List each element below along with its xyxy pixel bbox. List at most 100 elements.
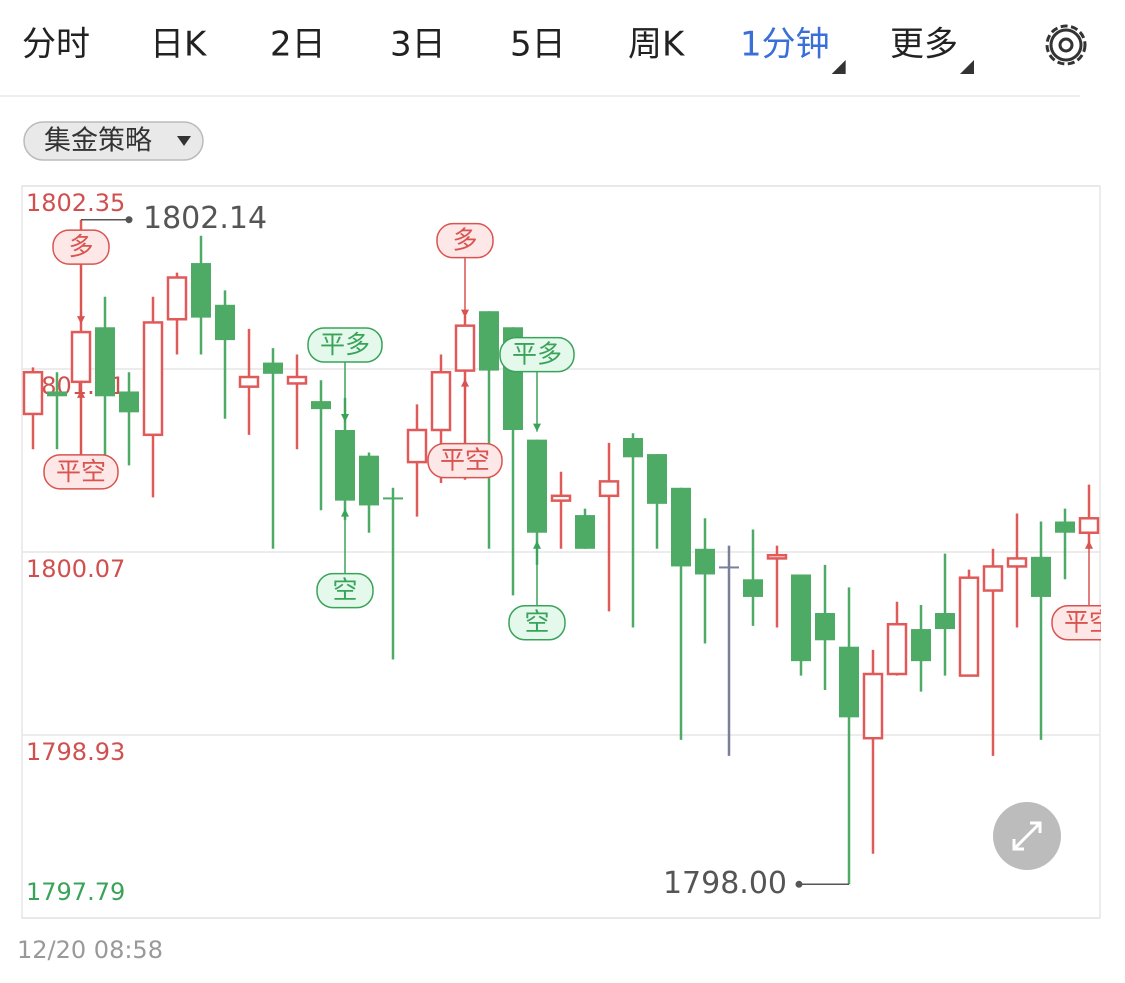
candle (95, 296, 115, 466)
expand-button[interactable] (993, 802, 1061, 870)
signal-bubble (499, 336, 575, 373)
candle-body (982, 565, 1004, 592)
gear-ring (1049, 28, 1083, 62)
signal: 平多 (307, 327, 383, 422)
candle (22, 367, 44, 450)
candle-body (958, 576, 980, 677)
candle-body (142, 321, 164, 437)
tab[interactable]: 周K (628, 25, 686, 65)
tab-bar: 分时 日K 2日 3日 5日 周K 1分钟 更多 (22, 25, 974, 74)
candle (119, 372, 139, 466)
candle (982, 548, 1004, 756)
candle (598, 442, 620, 612)
signal-label: 平空 (56, 457, 106, 486)
candle-body (1055, 521, 1075, 533)
expand-icon (1012, 821, 1042, 851)
signal-label: 平多 (512, 340, 562, 369)
dropdown-caret (960, 60, 974, 74)
tab[interactable]: 更多 (890, 25, 958, 65)
tab[interactable]: 2日 (270, 25, 326, 65)
candle (839, 587, 859, 885)
candle (1078, 484, 1100, 549)
candle-body (766, 553, 788, 560)
candle-body (647, 454, 667, 504)
candle-body (311, 401, 331, 410)
candle (166, 272, 188, 355)
tab[interactable]: 分时 (22, 25, 90, 65)
signal-bubble (427, 442, 503, 479)
signal-bubble (307, 327, 383, 363)
signal: 多 (436, 222, 494, 318)
signal-label: 多 (68, 232, 93, 261)
candle-body (695, 548, 715, 575)
signal-bubble (43, 454, 119, 490)
candle-body (215, 304, 235, 341)
candle (695, 518, 715, 644)
signal-arrowhead (533, 540, 541, 549)
candle (1006, 513, 1028, 628)
tab[interactable]: 5日 (510, 25, 566, 65)
timestamp: 12/20 08:58 (17, 936, 163, 964)
candle (766, 545, 788, 628)
tab[interactable]: 3日 (390, 25, 446, 65)
candle (886, 601, 908, 676)
signal-arrowhead (341, 508, 349, 517)
candle-body (95, 327, 115, 397)
candle-body (791, 574, 811, 662)
candle (406, 404, 428, 517)
candle (263, 348, 283, 549)
signal: 空 (508, 540, 566, 641)
candle-body (815, 613, 835, 641)
candle (862, 649, 884, 854)
candle-body (70, 330, 92, 384)
gear-outer (1045, 24, 1087, 66)
gear-hub (1058, 37, 1074, 53)
signal-arrowhead (341, 414, 349, 422)
candle (550, 471, 572, 549)
candle (142, 296, 164, 498)
candle-body (1006, 557, 1028, 568)
candle (311, 380, 331, 511)
dropdown-caret (831, 60, 846, 74)
candle (479, 311, 499, 549)
candle-body (479, 311, 499, 371)
signal-bubble (508, 604, 566, 641)
candle-body (719, 566, 739, 569)
signal-label: 空 (524, 608, 549, 637)
candle (238, 328, 260, 435)
button-bg (23, 121, 204, 161)
signal-bubble (52, 229, 110, 265)
signal-arrowhead (461, 378, 469, 387)
candle-body (527, 439, 547, 533)
signal: 多 (52, 229, 110, 325)
signal-label: 多 (452, 226, 477, 255)
signal-label: 空 (332, 576, 357, 605)
signal-bubble (316, 572, 374, 609)
candle (815, 564, 835, 691)
candle-body (743, 579, 763, 597)
candle-body (671, 487, 691, 567)
candle-body (286, 375, 308, 385)
strategy-button[interactable]: 集金策略 (23, 121, 204, 161)
candle-body (335, 430, 355, 501)
tab[interactable]: 日K (150, 25, 208, 65)
tab[interactable]: 1分钟 (740, 25, 830, 65)
candle (623, 433, 643, 628)
candle-body (22, 370, 44, 416)
candle (791, 574, 811, 676)
candle-body (839, 646, 859, 718)
candle (191, 235, 211, 355)
candle (1031, 521, 1051, 740)
candle (935, 553, 955, 676)
settings-icon[interactable] (1045, 24, 1087, 66)
button-label: 集金策略 (44, 126, 152, 157)
candle (575, 508, 595, 549)
candle-body (383, 497, 403, 500)
candle-body (191, 263, 211, 318)
signal: 平空 (1051, 540, 1101, 641)
candle-body (119, 391, 139, 413)
candle-body (598, 480, 620, 498)
extreme-dot (795, 880, 803, 888)
signal-arrowhead (533, 423, 541, 432)
